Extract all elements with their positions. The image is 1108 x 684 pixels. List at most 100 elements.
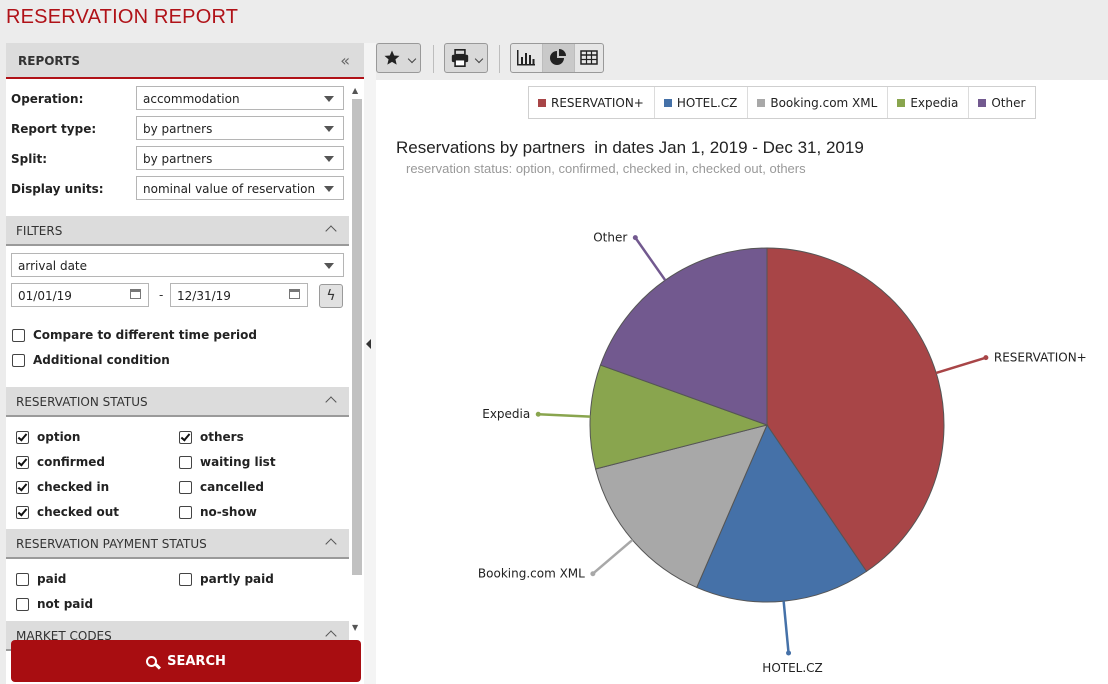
checkbox-box[interactable] xyxy=(16,455,29,469)
status-checked-in-checkbox[interactable]: checked in xyxy=(16,480,109,494)
connector-dot xyxy=(786,650,792,656)
split-select[interactable]: by partners xyxy=(136,146,344,170)
status-no-show-checkbox[interactable]: no-show xyxy=(179,505,257,519)
panel-splitter[interactable] xyxy=(364,43,376,684)
status-checked-out-checkbox[interactable]: checked out xyxy=(16,505,119,519)
calendar-icon[interactable] xyxy=(289,289,300,299)
date-type-value: arrival date xyxy=(18,259,88,273)
legend-label: Other xyxy=(991,95,1026,110)
legend-item[interactable]: Expedia xyxy=(888,87,970,118)
reservation-status-section-header[interactable]: RESERVATION STATUS xyxy=(6,387,349,417)
chart-legend: RESERVATION+ HOTEL.CZ Booking.com XML Exped… xyxy=(528,86,1037,119)
lightning-icon: ϟ xyxy=(326,288,336,304)
pie-slice[interactable] xyxy=(696,423,868,603)
print-button[interactable] xyxy=(444,43,488,73)
legend-item[interactable]: Booking.com XML xyxy=(748,87,889,118)
legend-item[interactable]: Other xyxy=(969,87,1035,118)
checkbox-box[interactable] xyxy=(179,480,192,494)
payment-not-paid-checkbox[interactable]: not paid xyxy=(16,597,93,611)
slice-label: HOTEL.CZ xyxy=(762,661,822,675)
checkbox-box[interactable] xyxy=(179,455,192,469)
status-cancelled-checkbox[interactable]: cancelled xyxy=(179,480,264,494)
payment-status-section-header[interactable]: RESERVATION PAYMENT STATUS xyxy=(6,529,349,559)
status-waiting-list-label: waiting list xyxy=(200,455,276,469)
status-waiting-list-checkbox[interactable]: waiting list xyxy=(179,455,276,469)
additional-condition-label: Additional condition xyxy=(33,353,170,367)
table-icon xyxy=(580,50,598,65)
legend-item[interactable]: RESERVATION+ xyxy=(529,87,655,118)
checkbox-box[interactable] xyxy=(16,480,29,494)
date-from-input[interactable]: 01/01/19 xyxy=(11,283,149,307)
status-option-checkbox[interactable]: option xyxy=(16,430,80,444)
chevron-up-icon xyxy=(325,538,337,550)
display-units-label: Display units: xyxy=(11,182,104,196)
checkbox-box[interactable] xyxy=(179,430,192,444)
checkbox-box[interactable] xyxy=(16,597,29,611)
calendar-icon[interactable] xyxy=(130,289,141,299)
payment-not-paid-label: not paid xyxy=(37,597,94,611)
toolbar-divider xyxy=(499,45,500,73)
split-label: Split: xyxy=(11,152,47,166)
star-icon xyxy=(384,50,400,65)
date-range-separator: - xyxy=(159,288,164,302)
status-cancelled-label: cancelled xyxy=(200,480,264,494)
status-others-checkbox[interactable]: others xyxy=(179,430,244,444)
favorites-button[interactable] xyxy=(376,43,421,73)
pie-chart-view-button[interactable] xyxy=(543,44,575,72)
chevron-down-icon xyxy=(324,156,334,162)
table-view-button[interactable] xyxy=(575,44,604,72)
compare-period-checkbox[interactable]: Compare to different time period xyxy=(12,328,257,342)
collapse-arrow-icon[interactable] xyxy=(366,339,371,349)
chevron-down-icon xyxy=(324,126,334,132)
connector-dot xyxy=(590,571,596,577)
legend-swatch xyxy=(978,98,987,107)
checkbox-box[interactable] xyxy=(179,505,192,519)
date-to-input[interactable]: 12/31/19 xyxy=(170,283,308,307)
checkbox-box[interactable] xyxy=(16,430,29,444)
operation-select[interactable]: accommodation xyxy=(136,86,344,110)
operation-value: accommodation xyxy=(143,92,240,106)
additional-condition-checkbox[interactable]: Additional condition xyxy=(12,353,170,367)
bar-chart-view-button[interactable] xyxy=(511,44,543,72)
legend-swatch xyxy=(538,98,546,107)
connector-dot xyxy=(535,411,541,417)
scroll-down-icon[interactable]: ▼ xyxy=(352,623,359,632)
pie-slice[interactable] xyxy=(766,247,945,573)
pie-slice[interactable] xyxy=(589,364,769,470)
status-option-label: option xyxy=(37,430,81,444)
filters-title: FILTERS xyxy=(16,224,63,238)
quick-date-button[interactable]: ϟ xyxy=(319,284,343,308)
checkbox-box[interactable] xyxy=(16,505,29,519)
status-confirmed-checkbox[interactable]: confirmed xyxy=(16,455,105,469)
legend-label: RESERVATION+ xyxy=(551,95,644,110)
checkbox-box[interactable] xyxy=(12,328,25,342)
search-button[interactable]: SEARCH xyxy=(11,640,361,682)
payment-status-title: RESERVATION PAYMENT STATUS xyxy=(16,537,207,551)
panel-scrollbar-thumb[interactable] xyxy=(352,99,362,575)
legend-swatch xyxy=(757,98,766,107)
reports-header: REPORTS « xyxy=(6,43,364,79)
checkbox-box[interactable] xyxy=(12,353,25,367)
legend-item[interactable]: HOTEL.CZ xyxy=(655,87,749,118)
report-type-label: Report type: xyxy=(11,122,97,136)
connector-dot xyxy=(983,355,989,361)
display-units-value: nominal value of reservation xyxy=(143,182,316,196)
date-type-select[interactable]: arrival date xyxy=(11,253,344,277)
pie-slice[interactable] xyxy=(594,424,768,589)
slice-connector xyxy=(538,412,591,418)
checkbox-box[interactable] xyxy=(179,572,192,586)
toolbar-divider xyxy=(433,45,434,73)
chart-subtitle: reservation status: option, confirmed, c… xyxy=(406,161,806,176)
view-switcher xyxy=(510,43,604,73)
display-units-select[interactable]: nominal value of reservation xyxy=(136,176,344,200)
scroll-up-icon[interactable]: ▲ xyxy=(352,86,359,95)
checkbox-box[interactable] xyxy=(16,572,29,586)
payment-partly-paid-checkbox[interactable]: partly paid xyxy=(179,572,274,586)
payment-paid-checkbox[interactable]: paid xyxy=(16,572,66,586)
report-type-select[interactable]: by partners xyxy=(136,116,344,140)
bar-chart-icon xyxy=(517,50,535,66)
payment-partly-paid-label: partly paid xyxy=(200,572,274,586)
pie-chart-icon xyxy=(550,49,566,65)
collapse-panel-icon[interactable]: « xyxy=(340,51,350,70)
filters-section-header[interactable]: FILTERS xyxy=(6,216,349,246)
